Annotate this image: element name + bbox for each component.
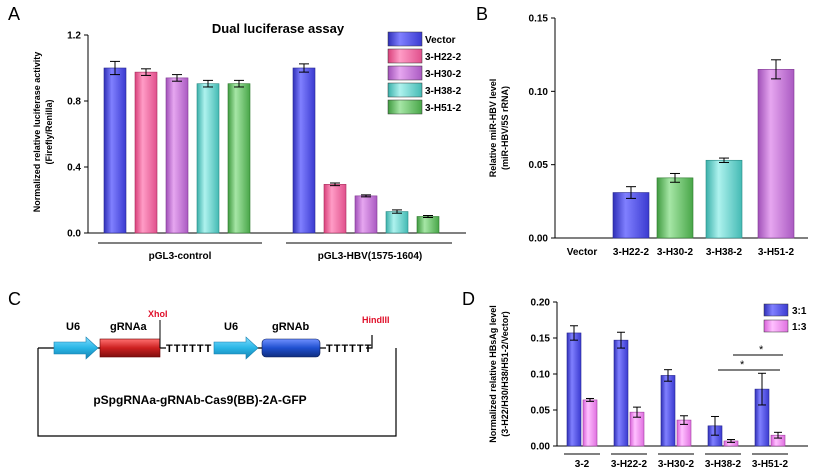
- chart-a-group-label-control: pGL3-control: [149, 251, 212, 262]
- chart-a-ytick-label: 0.0: [67, 229, 81, 240]
- grnaa-label: gRNAa: [110, 321, 148, 333]
- legend-label-1to3: 1:3: [792, 322, 807, 333]
- chart-d-bar: [660, 375, 676, 447]
- chart-d-ytick-label: 0.05: [531, 406, 551, 417]
- legend-label-vector: Vector: [425, 35, 456, 46]
- chart-b-bar: [705, 159, 743, 239]
- panel-letter-a: A: [8, 4, 20, 24]
- chart-d-ylabel-line1: Normalized relative HBsAg level: [488, 305, 498, 443]
- chart-a-title: Dual luciferase assay: [212, 21, 345, 36]
- chart-a-legend: Vector 3-H22-2 3-H30-2 3-H38-2 3-H51-2: [387, 31, 462, 115]
- legend-label-h22: 3-H22-2: [425, 52, 462, 63]
- chart-d-bar: [566, 332, 582, 447]
- chart-b-xtick-label: 3-H22-2: [613, 247, 650, 258]
- chart-d-legend: 3:1 1:3: [763, 303, 807, 333]
- u6-promoter-arrow-2: [213, 336, 259, 360]
- chart-a-bar: [385, 211, 409, 234]
- chart-a-bar: [103, 67, 127, 234]
- chart-b-xtick-label: Vector: [567, 247, 598, 258]
- chart-a-group-label-hbv: pGL3-HBV(1575-1604): [318, 251, 422, 262]
- legend-label-h51: 3-H51-2: [425, 103, 462, 114]
- chart-d-ytick-label: 0.10: [531, 370, 551, 381]
- chart-d: Normalized relative HBsAg level (3-H22/H…: [488, 298, 808, 470]
- chart-a-bar: [227, 83, 251, 234]
- chart-a-ytick-label: 1.2: [67, 31, 81, 42]
- plasmid-diagram: U6 gRNAa XhoI TTTTTT U6 gRNAb TTTTTT Hin…: [37, 309, 397, 437]
- grnaa-block: [99, 338, 161, 358]
- chart-d-bar: [613, 339, 629, 447]
- chart-d-xtick-label: 3-H22-2: [611, 459, 648, 470]
- chart-a-ylabel-line2: (Firefly/Renilla): [44, 99, 54, 164]
- chart-b-ytick-label: 0.10: [529, 87, 549, 98]
- chart-d-xtick-label: 3-H51-2: [752, 459, 789, 470]
- chart-d-bar: [582, 399, 598, 447]
- significance-star-2: *: [759, 344, 764, 356]
- chart-a-bar: [416, 216, 440, 234]
- chart-b-ylabel-line1: Relative miR-HBV level: [488, 79, 498, 178]
- chart-d-xtick-label: 3-H30-2: [658, 459, 695, 470]
- u6-label-1: U6: [66, 321, 80, 333]
- plasmid-name: pSpgRNAa-gRNAb-Cas9(BB)-2A-GFP: [93, 393, 306, 407]
- chart-d-xtick-label: 3-2: [575, 459, 590, 470]
- panel-letter-b: B: [476, 4, 488, 24]
- chart-a: Dual luciferase assay Normalized relativ…: [32, 21, 466, 262]
- legend-label-h38: 3-H38-2: [425, 86, 462, 97]
- panel-letter-d: D: [462, 289, 475, 309]
- chart-b-xtick-label: 3-H38-2: [706, 247, 743, 258]
- chart-d-ytick-label: 0.00: [531, 442, 551, 453]
- chart-d-ylabel-line2: (3-H22/H30/H38/H51-2/Vector): [500, 311, 510, 437]
- chart-a-bar: [134, 71, 158, 234]
- u6-label-2: U6: [224, 321, 238, 333]
- chart-b-ylabel-line2: (miR-HBV/5S rRNA): [500, 86, 510, 170]
- chart-b-xtick-label: 3-H30-2: [657, 247, 694, 258]
- legend-label-h30: 3-H30-2: [425, 69, 462, 80]
- significance-star-1: *: [740, 359, 745, 371]
- chart-b-ytick-label: 0.15: [529, 14, 549, 25]
- chart-a-ytick-label: 0.8: [67, 97, 81, 108]
- terminator-2: TTTTTT: [326, 343, 372, 355]
- grnab-label: gRNAb: [272, 321, 310, 333]
- chart-b-bar: [757, 69, 795, 239]
- xhoi-label: XhoI: [148, 309, 168, 319]
- panel-letter-c: C: [8, 289, 21, 309]
- chart-b-bar: [656, 177, 694, 239]
- chart-b-ytick-label: 0.00: [529, 234, 549, 245]
- chart-b-xtick-label: 3-H51-2: [758, 247, 795, 258]
- chart-b-bar: [612, 192, 650, 239]
- chart-d-ytick-label: 0.15: [531, 334, 551, 345]
- hindiii-label: HindIII: [362, 315, 390, 325]
- chart-a-ylabel-line1: Normalized relative luciferase activity: [32, 52, 42, 213]
- legend-label-3to1: 3:1: [792, 306, 807, 317]
- u6-promoter-arrow-1: [53, 336, 99, 360]
- chart-b-ytick-label: 0.05: [529, 160, 549, 171]
- grnab-block: [261, 338, 321, 358]
- chart-a-bar: [292, 67, 316, 234]
- chart-a-bar: [165, 77, 189, 234]
- terminator-1: TTTTTT: [166, 343, 212, 355]
- chart-a-ytick-label: 0.4: [67, 163, 81, 174]
- chart-a-bar: [323, 184, 347, 234]
- chart-a-bar: [196, 83, 220, 234]
- chart-b: Relative miR-HBV level (miR-HBV/5S rRNA)…: [488, 14, 808, 258]
- chart-d-ytick-label: 0.20: [531, 298, 551, 309]
- chart-a-bar: [354, 195, 378, 234]
- chart-d-xtick-label: 3-H38-2: [705, 459, 742, 470]
